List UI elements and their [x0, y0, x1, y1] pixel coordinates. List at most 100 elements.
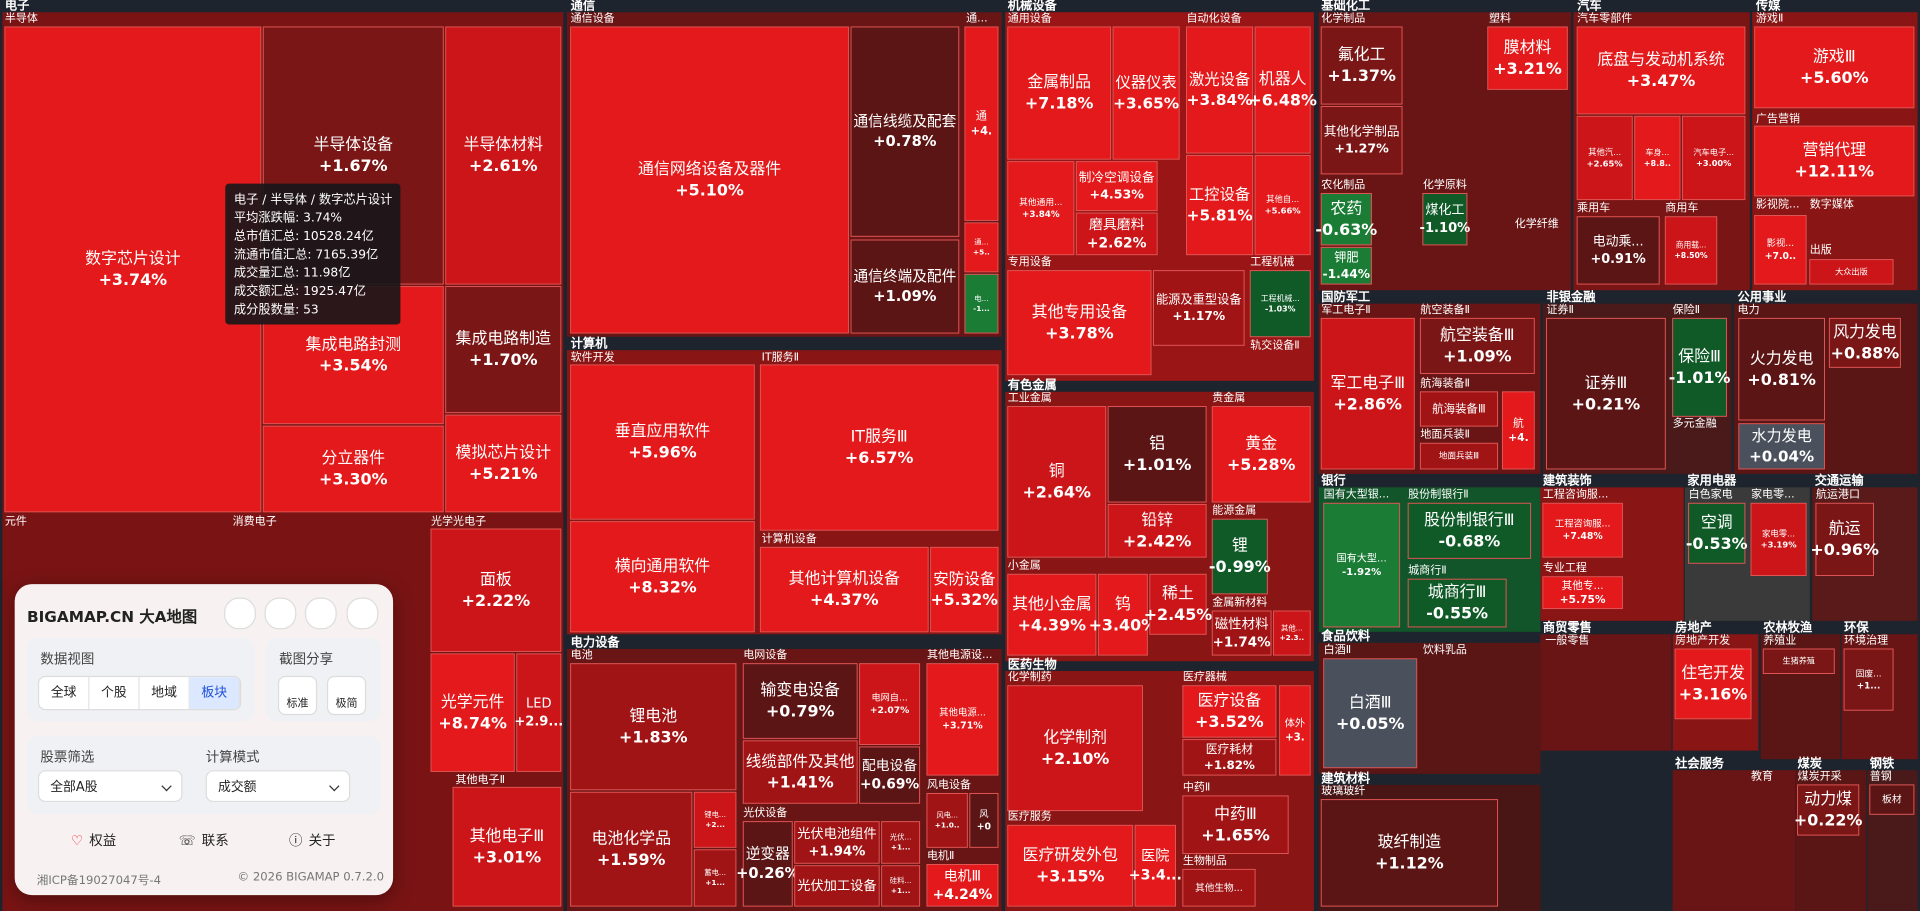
cell-name: 化学制剂 — [1043, 727, 1107, 746]
tooltip-label: 平均涨跌幅: — [233, 211, 300, 226]
cell-name: 黄金 — [1245, 433, 1277, 452]
cell-name: 制冷空调设备 — [1079, 169, 1155, 184]
group-title: 煤炭开采 — [1798, 769, 1842, 782]
cell — [1149, 573, 1207, 635]
cell — [850, 26, 960, 237]
tooltip-path: 电子 / 半导体 / 数字芯片设计 — [233, 193, 393, 207]
theme-button[interactable] — [224, 597, 256, 630]
tab[interactable]: 全球 — [39, 677, 90, 709]
cell-change: +1.59% — [597, 850, 666, 869]
cell — [1754, 26, 1915, 109]
cell-change: +2.64% — [1022, 482, 1091, 501]
cell — [859, 663, 921, 745]
cell-name: 机器人 — [1259, 69, 1307, 88]
cell-name: 数字芯片设计 — [85, 249, 181, 268]
cell-change: +0.22% — [1794, 811, 1863, 830]
cell — [1419, 391, 1499, 427]
link[interactable]: ⓘ 关于 — [288, 832, 336, 849]
cell-change: +3.52% — [1195, 712, 1264, 731]
cell-name: 线缆部件及其他 — [746, 752, 855, 770]
tooltip-row: 成交量汇总: 11.98亿 — [234, 264, 401, 282]
group-title: 保险Ⅱ — [1673, 302, 1700, 316]
cell-change: +5.66% — [1265, 205, 1302, 215]
cell-change: +1.27% — [1334, 141, 1389, 156]
fullscreen-button[interactable] — [346, 597, 379, 630]
sector-title: 煤炭 — [1798, 756, 1823, 771]
tab[interactable]: 地域 — [140, 677, 190, 709]
cell — [964, 273, 999, 334]
cell — [1107, 504, 1207, 558]
share-option[interactable]: 极简 — [326, 675, 367, 716]
cell-name: 白酒Ⅲ — [1349, 692, 1392, 711]
cell-name: LED — [526, 697, 552, 712]
cell — [1750, 502, 1807, 577]
cell-name: 航 — [1513, 416, 1524, 429]
cell — [1738, 423, 1825, 470]
cell — [1576, 115, 1633, 201]
group-title: 房地产开发 — [1675, 632, 1730, 646]
cell-name: 光伏加工设备 — [797, 877, 877, 894]
group-title: 电机Ⅱ — [927, 848, 954, 862]
sector-title: 传媒 — [1755, 0, 1781, 13]
share-option[interactable]: 标准 — [277, 675, 318, 716]
group-title: 电力 — [1738, 303, 1760, 316]
tab[interactable]: 个股 — [89, 677, 140, 709]
link[interactable]: ☏ 联系 — [178, 832, 229, 849]
group-title: IT服务Ⅱ — [762, 351, 799, 364]
cell — [1254, 26, 1311, 154]
sector-title: 家用电器 — [1687, 473, 1737, 488]
cell-change: +2.3.. — [1279, 633, 1304, 642]
tooltip-value: 10528.24亿 — [303, 230, 374, 244]
filter-select[interactable]: 全部A股 — [37, 770, 183, 803]
group-title: 光伏设备 — [743, 805, 787, 819]
cell — [1007, 824, 1134, 907]
cell-name: 电... — [974, 294, 988, 303]
cell — [1211, 406, 1311, 503]
link[interactable]: ♡ 权益 — [71, 832, 117, 849]
cell-change: +2.10% — [1041, 749, 1110, 768]
cell — [445, 286, 562, 414]
collapse-button[interactable] — [304, 597, 337, 630]
sector-title: 电子 — [5, 0, 29, 13]
cell — [1738, 317, 1825, 421]
cell-change: +2.9... — [514, 714, 563, 729]
cell-change: +1.83% — [619, 727, 688, 746]
tab[interactable]: 板块 — [189, 677, 241, 709]
cell-name: 大众出版 — [1835, 266, 1868, 276]
group-title: 城商行Ⅱ — [1408, 563, 1446, 577]
group-title: 玻璃玻纤 — [1321, 783, 1365, 797]
copyright: © 2026 BIGAMAP 0.7.2.0 — [237, 870, 384, 885]
cell-name: 住宅开发 — [1681, 663, 1745, 682]
cell — [1320, 192, 1372, 246]
group-title: 白色家电 — [1689, 487, 1733, 501]
group-title: 电池 — [571, 648, 593, 661]
sector-title: 国防军工 — [1321, 289, 1370, 304]
cell-change: +6.57% — [845, 448, 914, 467]
cell-name: 证券Ⅲ — [1585, 373, 1628, 392]
cell-change: +3.40% — [1089, 615, 1158, 634]
cell-change: +4.24% — [933, 887, 993, 903]
group-title: 塑料 — [1489, 10, 1511, 24]
cell — [430, 528, 562, 652]
cell — [926, 792, 968, 848]
cell-change: +2... — [705, 820, 725, 829]
cell — [1254, 155, 1311, 256]
cell-change: +5.28% — [1227, 455, 1296, 474]
mode-select[interactable]: 成交额 — [205, 770, 351, 803]
cell-name: 安防设备 — [933, 570, 996, 588]
user-button[interactable] — [264, 597, 297, 630]
cell-change: +3.78% — [1045, 323, 1114, 342]
cell-name: 其他电源... — [939, 707, 986, 719]
cell — [1576, 216, 1660, 285]
cell — [1674, 648, 1752, 720]
cell — [570, 663, 737, 791]
cell — [1152, 270, 1245, 346]
sector-area — [1672, 770, 1796, 911]
tooltip-row: 流通市值汇总: 7165.39亿 — [234, 246, 401, 264]
group-title: 军工电子Ⅱ — [1321, 303, 1370, 316]
group-title: 地面兵装Ⅱ — [1420, 428, 1469, 441]
cell — [1323, 658, 1418, 769]
cell — [1075, 212, 1158, 256]
cell-change: -1.10% — [1420, 221, 1471, 236]
cell-change: +12.11% — [1794, 162, 1874, 181]
